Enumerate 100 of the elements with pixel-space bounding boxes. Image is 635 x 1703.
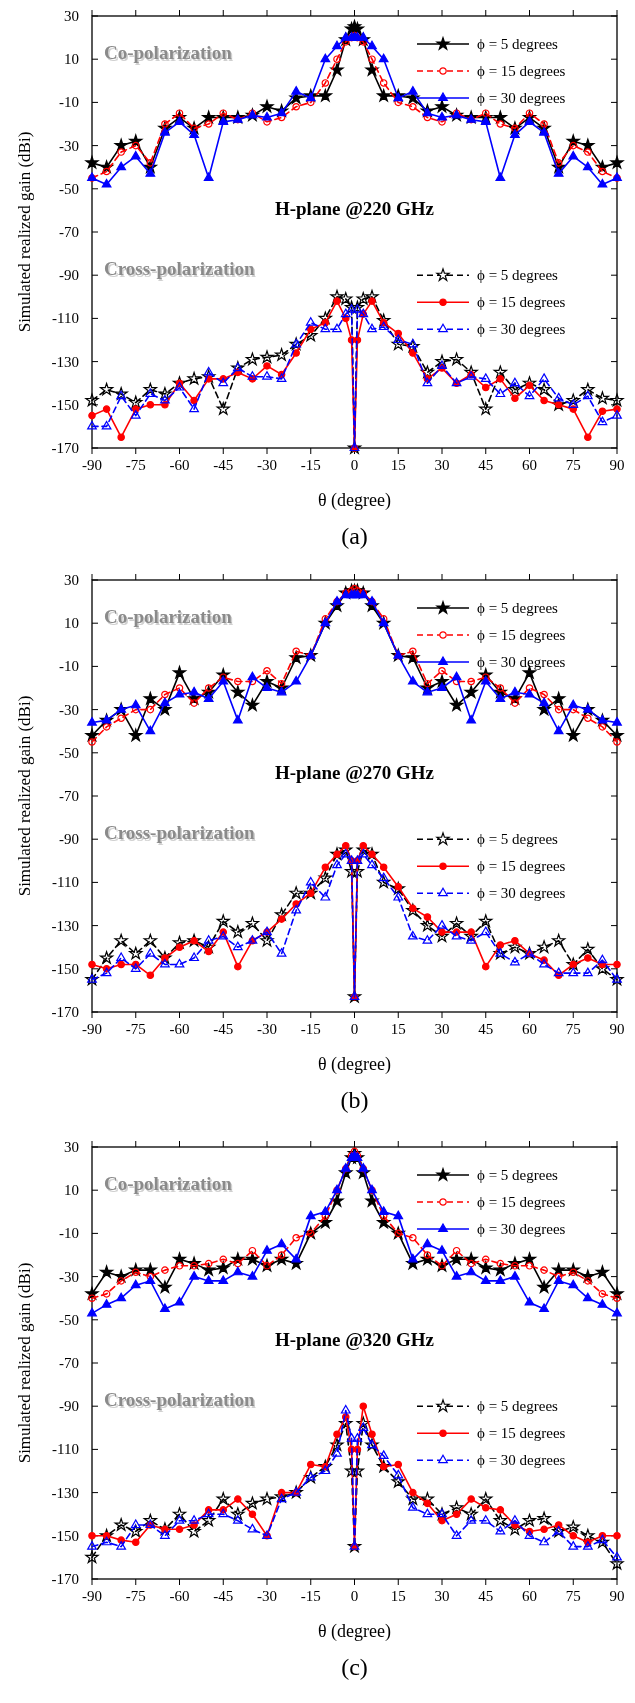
y-tick-label: -150 xyxy=(51,960,79,977)
y-tick-label: -90 xyxy=(59,267,79,284)
legend-label: ϕ = 30 degrees xyxy=(477,321,566,338)
x-tick-label: 30 xyxy=(434,1588,450,1604)
x-tick-label: 75 xyxy=(565,1588,581,1604)
y-tick-label: -70 xyxy=(59,1355,79,1371)
x-tick-label: -45 xyxy=(213,1588,234,1604)
x-tick-label: 15 xyxy=(390,1588,406,1604)
legend-label: ϕ = 5 degrees xyxy=(477,36,559,52)
legend-label: ϕ = 15 degrees xyxy=(477,294,566,311)
y-tick-label: -30 xyxy=(59,701,79,718)
x-tick-label: -90 xyxy=(82,1021,102,1037)
x-tick-label: 0 xyxy=(350,457,359,473)
x-tick-label: 60 xyxy=(522,1021,537,1037)
legend-label: ϕ = 5 degrees xyxy=(477,1167,559,1183)
x-tick-label: -90 xyxy=(82,457,102,473)
x-tick-label: -75 xyxy=(125,457,146,473)
y-tick-label: -150 xyxy=(51,1527,79,1544)
legend-label: ϕ = 30 degrees xyxy=(477,654,566,670)
y-tick-label: -50 xyxy=(59,180,79,197)
legend-label: ϕ = 30 degrees xyxy=(477,1452,566,1469)
x-tick-label: 75 xyxy=(565,457,581,473)
y-axis-title: Simulated realized gain (dBi) xyxy=(15,131,34,333)
x-tick-label: -15 xyxy=(300,457,321,473)
x-tick-label: 90 xyxy=(609,457,625,473)
annotation: Cross-polarization xyxy=(104,822,256,844)
x-tick-label: -90 xyxy=(82,1588,102,1604)
legend-label: ϕ = 30 degrees xyxy=(477,90,566,106)
x-axis-title: θ (degree) xyxy=(317,1621,392,1642)
legend-label: ϕ = 15 degrees xyxy=(477,63,566,79)
y-tick-label: 10 xyxy=(64,51,79,68)
y-tick-label: -10 xyxy=(59,94,79,111)
legend-label: ϕ = 15 degrees xyxy=(477,858,566,875)
y-tick-label: -50 xyxy=(59,1311,79,1328)
y-tick-label: 30 xyxy=(64,8,79,24)
y-tick-label: 30 xyxy=(64,1139,79,1155)
y-tick-label: -130 xyxy=(51,917,79,934)
y-tick-label: -170 xyxy=(51,1004,79,1020)
y-tick-label: 30 xyxy=(64,572,79,588)
x-tick-label: 90 xyxy=(609,1588,625,1604)
x-tick-label: -60 xyxy=(169,1588,190,1604)
x-tick-label: -45 xyxy=(213,1021,234,1037)
x-tick-label: -15 xyxy=(300,1021,321,1037)
legend-label: ϕ = 30 degrees xyxy=(477,1221,566,1237)
x-tick-label: -15 xyxy=(300,1588,321,1604)
x-tick-label: 60 xyxy=(522,457,537,473)
legend-label: ϕ = 5 degrees xyxy=(477,600,559,616)
legend-label: ϕ = 15 degrees xyxy=(477,627,566,643)
y-tick-label: -50 xyxy=(59,744,79,761)
legend-label: ϕ = 30 degrees xyxy=(477,885,566,902)
x-tick-label: 30 xyxy=(434,1021,450,1037)
y-tick-label: -110 xyxy=(52,310,79,327)
legend-label: ϕ = 15 degrees xyxy=(477,1194,566,1210)
y-tick-label: -170 xyxy=(51,440,79,456)
x-tick-label: 15 xyxy=(390,1021,406,1037)
x-tick-label: -30 xyxy=(257,457,277,473)
y-tick-label: 10 xyxy=(64,615,79,632)
y-tick-label: -90 xyxy=(59,1398,79,1415)
text: (b) xyxy=(340,1087,369,1113)
x-tick-label: -30 xyxy=(257,1588,277,1604)
x-tick-label: -60 xyxy=(169,457,190,473)
y-axis-title: Simulated realized gain (dBi) xyxy=(15,695,34,897)
y-tick-label: -130 xyxy=(51,1484,79,1501)
annotation: H-plane @270 GHz xyxy=(274,761,435,783)
x-tick-label: 60 xyxy=(522,1588,537,1604)
y-tick-label: -110 xyxy=(52,1441,79,1458)
x-tick-label: -75 xyxy=(125,1588,146,1604)
y-tick-label: -110 xyxy=(52,874,79,891)
annotation: Co-polarization xyxy=(104,606,233,628)
x-tick-label: -75 xyxy=(125,1021,146,1037)
x-tick-label: 45 xyxy=(478,1021,494,1037)
text: (a) xyxy=(341,523,368,549)
y-tick-label: -70 xyxy=(59,224,79,240)
x-tick-label: -45 xyxy=(213,457,234,473)
x-tick-label: -60 xyxy=(169,1021,190,1037)
y-tick-label: -70 xyxy=(59,788,79,804)
x-axis-title: θ (degree) xyxy=(317,490,392,511)
x-tick-label: 90 xyxy=(609,1021,625,1037)
annotation: Cross-polarization xyxy=(104,258,256,280)
y-tick-label: -170 xyxy=(51,1571,79,1587)
legend-label: ϕ = 5 degrees xyxy=(477,267,559,284)
y-tick-label: -150 xyxy=(51,396,79,413)
legend-label: ϕ = 15 degrees xyxy=(477,1425,566,1442)
legend-label: ϕ = 5 degrees xyxy=(477,1398,559,1415)
x-tick-label: 45 xyxy=(478,1588,494,1604)
y-tick-label: -130 xyxy=(51,353,79,370)
x-tick-label: 45 xyxy=(478,457,494,473)
y-tick-label: -10 xyxy=(59,1225,79,1242)
x-tick-label: 75 xyxy=(565,1021,581,1037)
annotation: Co-polarization xyxy=(104,42,233,64)
annotation: Co-polarization xyxy=(104,1173,233,1195)
text: (c) xyxy=(341,1654,368,1680)
x-tick-label: 0 xyxy=(350,1021,359,1037)
y-tick-label: -10 xyxy=(59,658,79,675)
y-axis-title: Simulated realized gain (dBi) xyxy=(15,1262,34,1464)
x-axis-title: θ (degree) xyxy=(317,1054,392,1075)
annotation: Cross-polarization xyxy=(104,1389,256,1411)
annotation: H-plane @320 GHz xyxy=(274,1328,435,1350)
x-tick-label: 0 xyxy=(350,1588,359,1604)
annotation: H-plane @220 GHz xyxy=(274,197,435,219)
